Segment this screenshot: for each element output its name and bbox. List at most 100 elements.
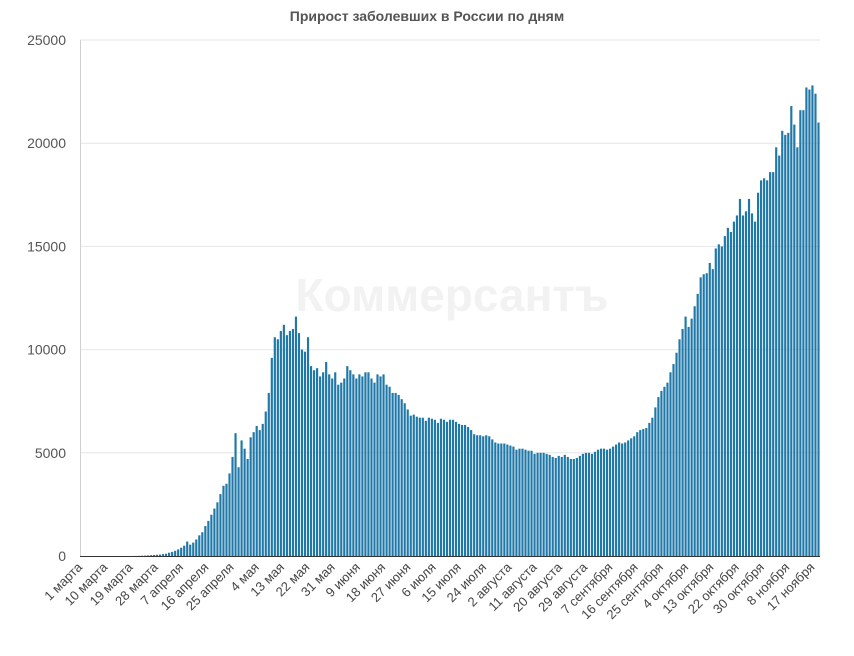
y-tick-label: 25000 xyxy=(27,32,66,48)
bar xyxy=(814,93,817,556)
bar xyxy=(418,417,421,556)
bar xyxy=(406,409,409,556)
bar xyxy=(753,221,757,556)
bar xyxy=(642,429,645,556)
bar xyxy=(146,555,150,556)
bar xyxy=(161,554,165,556)
bar xyxy=(168,552,171,556)
bar xyxy=(563,454,566,556)
bar xyxy=(379,376,382,556)
bar xyxy=(648,422,651,556)
bar xyxy=(539,452,542,556)
bar xyxy=(735,215,739,556)
bar xyxy=(738,198,742,556)
bar xyxy=(790,106,793,557)
bar xyxy=(192,542,195,556)
bars xyxy=(131,85,820,557)
bar xyxy=(509,445,512,556)
bar xyxy=(639,430,642,556)
bar xyxy=(276,339,279,556)
bar xyxy=(763,178,766,557)
bar xyxy=(328,374,331,556)
bar xyxy=(527,450,530,556)
bar xyxy=(608,448,612,556)
bar xyxy=(747,198,751,556)
bar xyxy=(760,180,763,556)
bar xyxy=(213,508,216,556)
bar xyxy=(415,416,418,556)
bar xyxy=(681,328,684,556)
bar xyxy=(183,545,186,556)
bar xyxy=(599,448,603,556)
bar xyxy=(756,192,760,557)
bar xyxy=(729,231,732,556)
bar xyxy=(512,446,515,556)
bar xyxy=(618,442,621,556)
bar xyxy=(793,124,796,557)
bar xyxy=(174,550,177,556)
bar xyxy=(702,274,705,556)
bar xyxy=(255,425,258,556)
bar xyxy=(720,246,723,556)
bar xyxy=(316,368,319,556)
bar xyxy=(337,384,340,556)
bar xyxy=(784,134,787,556)
bar xyxy=(222,485,225,556)
bar xyxy=(439,418,443,556)
bar xyxy=(225,483,228,556)
bar xyxy=(497,443,500,556)
bar xyxy=(198,535,201,556)
bar xyxy=(309,366,313,556)
bar xyxy=(152,554,156,556)
bar xyxy=(590,453,594,556)
bar xyxy=(424,420,427,556)
bar xyxy=(294,316,298,556)
bar xyxy=(325,361,328,556)
bar xyxy=(569,458,572,556)
bar xyxy=(207,520,210,556)
bar xyxy=(530,450,533,556)
bar xyxy=(448,419,452,556)
bar xyxy=(409,415,412,556)
bar xyxy=(482,436,485,556)
bar xyxy=(651,417,654,556)
bar xyxy=(270,357,273,556)
bar xyxy=(433,419,436,556)
bar xyxy=(252,432,255,556)
bar xyxy=(554,457,557,556)
bar xyxy=(621,443,624,556)
bar xyxy=(578,455,581,556)
bar xyxy=(445,421,449,556)
bar xyxy=(189,544,192,556)
bar xyxy=(766,180,769,556)
bar xyxy=(802,110,805,557)
bar xyxy=(627,440,630,556)
bar xyxy=(352,374,355,556)
bar xyxy=(596,449,600,556)
bar xyxy=(240,440,243,556)
bar xyxy=(723,236,726,556)
bar xyxy=(605,449,609,556)
bar xyxy=(457,423,461,556)
bar xyxy=(382,374,385,556)
bar xyxy=(171,551,174,556)
bar xyxy=(817,122,820,556)
bar xyxy=(693,306,696,556)
bar xyxy=(687,326,690,556)
bar xyxy=(593,451,597,556)
bar xyxy=(536,452,539,556)
bar xyxy=(285,335,288,556)
bar xyxy=(155,554,159,556)
bar xyxy=(370,378,373,556)
bar xyxy=(442,419,446,556)
bar xyxy=(518,448,521,556)
bar xyxy=(361,376,364,556)
bar xyxy=(385,384,388,556)
bar xyxy=(331,378,334,556)
bar xyxy=(349,370,352,556)
bar xyxy=(367,372,370,556)
bar xyxy=(690,318,693,556)
bar xyxy=(560,456,563,556)
bar xyxy=(521,448,524,556)
bar xyxy=(464,424,467,556)
